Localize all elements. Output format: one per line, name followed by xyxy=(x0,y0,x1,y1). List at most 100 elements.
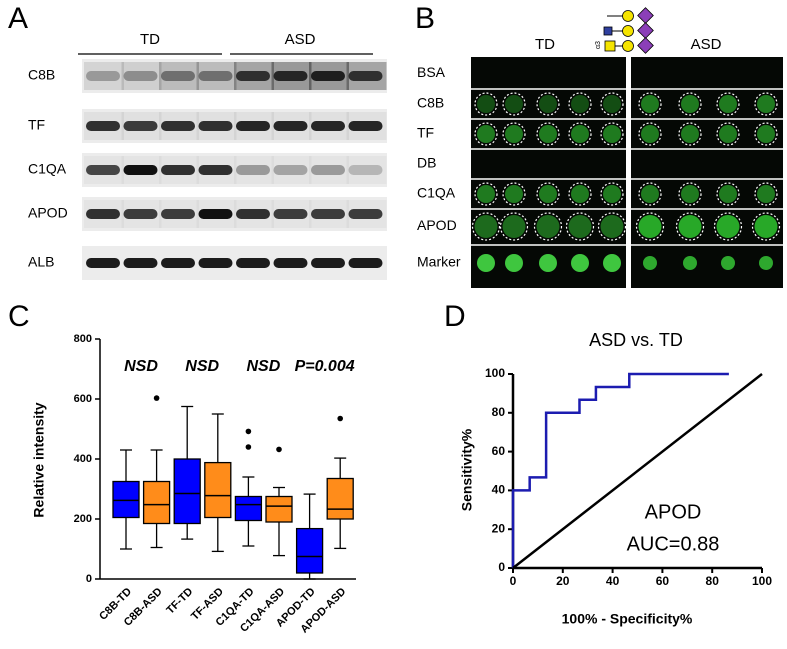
marker-spot xyxy=(477,254,495,272)
box xyxy=(234,495,263,522)
blot-band xyxy=(348,165,383,175)
panel-label: B xyxy=(415,2,435,35)
spot xyxy=(603,125,621,143)
spot-outline xyxy=(568,182,592,206)
blot-band xyxy=(311,258,345,268)
blot-band xyxy=(273,209,308,219)
spot xyxy=(681,125,699,143)
spot xyxy=(719,185,737,203)
blot-band xyxy=(123,121,158,131)
spot-outline xyxy=(502,182,526,206)
row-label: TF xyxy=(417,125,434,141)
marker-spot xyxy=(539,254,557,272)
spot-outline xyxy=(678,182,702,206)
marker-spot xyxy=(505,254,523,272)
series-line xyxy=(512,373,763,569)
row-label: C8B xyxy=(417,95,444,111)
spot-outline xyxy=(716,92,740,116)
spot-outline xyxy=(716,182,740,206)
spot xyxy=(641,185,659,203)
blot-band xyxy=(161,121,195,131)
panel-label: C xyxy=(8,300,30,333)
blot-band xyxy=(273,258,308,268)
blot-band xyxy=(348,71,383,81)
spot xyxy=(603,185,621,203)
spot-outline xyxy=(568,122,592,146)
spot xyxy=(719,95,737,113)
outlier xyxy=(245,428,252,435)
spot-outline xyxy=(638,182,662,206)
x-tick-label: 40 xyxy=(606,574,620,588)
box xyxy=(112,480,140,519)
panel-label: A xyxy=(8,2,28,35)
spot-outline xyxy=(502,122,526,146)
spot-outline xyxy=(754,122,778,146)
blot-band xyxy=(348,121,383,131)
blot-smear xyxy=(121,62,162,90)
row-label: C1QA xyxy=(417,185,456,201)
spot xyxy=(477,185,495,203)
blot-smear xyxy=(84,62,124,90)
y-tick-label: 40 xyxy=(492,483,506,497)
spot-outline xyxy=(499,212,529,241)
spot xyxy=(502,215,526,238)
blot-band xyxy=(161,165,195,175)
spot xyxy=(681,95,699,113)
blot-band xyxy=(161,71,195,81)
blot-band xyxy=(311,165,345,175)
spot-outline xyxy=(533,212,563,241)
box xyxy=(326,477,354,520)
chart-title: ASD vs. TD xyxy=(589,330,683,350)
blot-band xyxy=(311,209,345,219)
blot-band xyxy=(161,258,195,268)
box xyxy=(204,461,232,519)
y-tick-label: 100 xyxy=(485,366,505,380)
blot-band xyxy=(273,71,308,81)
spot xyxy=(539,125,557,143)
blot-band xyxy=(273,121,308,131)
row-label: TF xyxy=(28,117,45,133)
marker-spot xyxy=(603,254,621,272)
glycan-icon xyxy=(603,7,654,54)
blot-band xyxy=(236,121,270,131)
y-axis-label: Sensitivity% xyxy=(459,428,475,511)
spot xyxy=(603,95,621,113)
x-tick-label: 0 xyxy=(510,574,517,588)
spot xyxy=(571,95,589,113)
blot-band xyxy=(236,209,270,219)
spot xyxy=(474,215,498,238)
spot-outline xyxy=(754,182,778,206)
spot-outline xyxy=(716,122,740,146)
spot xyxy=(505,125,523,143)
x-tick-label: 80 xyxy=(706,574,720,588)
blot-band xyxy=(161,209,195,219)
blot-band xyxy=(123,258,158,268)
blot-band xyxy=(348,258,383,268)
outlier xyxy=(276,446,282,453)
spot xyxy=(477,125,495,143)
blot-band xyxy=(86,258,120,268)
glycan-linkage: α3 xyxy=(595,41,602,49)
spot-outline xyxy=(597,212,627,241)
spot xyxy=(681,185,699,203)
spot-outline xyxy=(474,122,498,146)
blot-band xyxy=(236,258,270,268)
marker-spot xyxy=(759,256,773,270)
spot-outline xyxy=(600,92,624,116)
blot-band xyxy=(236,165,270,175)
spot-outline xyxy=(536,92,560,116)
spot xyxy=(754,215,778,238)
blot-band xyxy=(123,165,158,175)
blot-band xyxy=(86,165,120,175)
marker-spot xyxy=(683,256,697,270)
group-label: ASD xyxy=(691,36,722,53)
spot xyxy=(505,185,523,203)
blot-band xyxy=(198,258,233,268)
blot-band xyxy=(86,121,120,131)
outlier xyxy=(153,395,160,401)
spot-outline xyxy=(536,182,560,206)
array-gap xyxy=(626,57,631,288)
marker-spot xyxy=(571,254,589,272)
group-label: TD xyxy=(535,36,555,53)
